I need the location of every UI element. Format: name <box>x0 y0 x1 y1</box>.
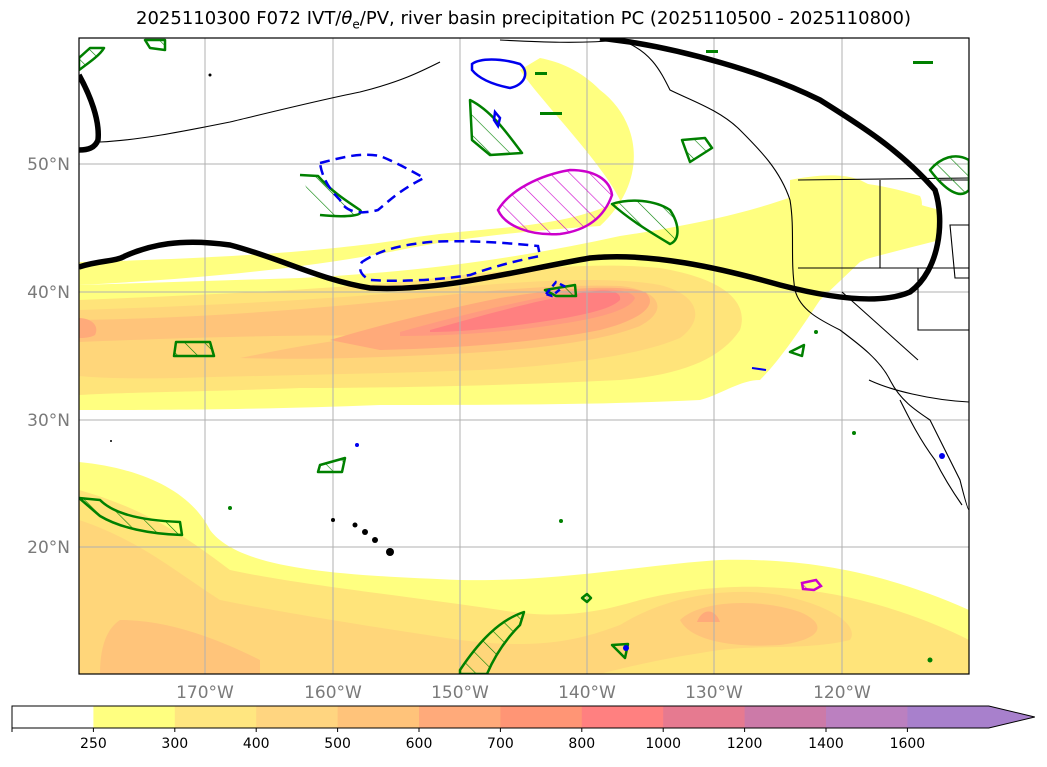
title-suffix: /PV, river basin precipitation PC (20251… <box>359 8 911 29</box>
colorbar-segment <box>93 706 176 728</box>
colorbar-segment <box>826 706 908 728</box>
ivt-250-ar <box>79 58 634 285</box>
colorbar-tick-label: 1400 <box>808 736 844 752</box>
colorbar-tick-label: 1200 <box>727 736 763 752</box>
ivt-500-south-b <box>100 620 260 674</box>
pv-contour <box>79 38 943 302</box>
colorbar-segment <box>663 706 746 728</box>
colorbar-segment <box>174 706 257 728</box>
lat-label-30n: 30°N <box>27 411 70 431</box>
blue-contours <box>318 58 767 371</box>
lon-label-160w: 160°W <box>304 683 362 703</box>
lat-labels: 50°N 40°N 30°N 20°N <box>27 155 70 558</box>
colorbar-segment <box>500 706 583 728</box>
lon-label-130w: 130°W <box>685 683 743 703</box>
colorbar-tick-label: 700 <box>487 736 514 752</box>
green-contours <box>79 38 969 674</box>
theta-symbol: θ <box>341 8 353 29</box>
colorbar-tick-label: 800 <box>568 736 595 752</box>
map-area <box>79 38 969 674</box>
graticule <box>79 38 969 674</box>
colorbar-segment <box>256 706 339 728</box>
ivt-250-coast <box>790 175 940 270</box>
colorbar-outline <box>11 705 1035 729</box>
map-frame <box>78 37 970 675</box>
colorbar-tick-label: 1600 <box>890 736 926 752</box>
colorbar-tick-label: 400 <box>243 736 270 752</box>
ivt-800-ar <box>430 290 621 332</box>
colorbar-segment <box>744 706 827 728</box>
colorbar-tick-label: 250 <box>80 736 107 752</box>
lat-label-50n: 50°N <box>27 155 70 175</box>
lon-label-170w: 170°W <box>176 683 234 703</box>
coastline <box>99 39 969 511</box>
lon-label-150w: 150°W <box>431 683 489 703</box>
title-prefix: 2025110300 F072 IVT/ <box>136 8 342 29</box>
blue-small-marks <box>355 443 945 651</box>
colorbar-tick-label: 1000 <box>645 736 681 752</box>
lon-labels: 170°W 160°W 150°W 140°W 130°W 120°W <box>176 683 871 703</box>
ivt-fill <box>79 58 969 674</box>
theta-subscript: e <box>352 17 360 32</box>
magenta-contours <box>496 168 823 592</box>
colorbar-tick-label: 600 <box>406 736 433 752</box>
ivt-left-blob <box>79 318 97 338</box>
lat-label-20n: 20°N <box>27 538 70 558</box>
colorbar-segment <box>337 706 420 728</box>
islands <box>110 73 394 556</box>
colorbar: 250 300 400 500 600 700 800 1000 1200 1400 1600 <box>11 705 1035 752</box>
colorbar-segment <box>12 706 94 728</box>
lon-label-120w: 120°W <box>813 683 871 703</box>
colorbar-tick-label: 300 <box>161 736 188 752</box>
green-small-marks <box>228 50 933 663</box>
colorbar-segment <box>907 706 1035 728</box>
colorbar-tick-label: 500 <box>324 736 351 752</box>
colorbar-segment <box>419 706 501 728</box>
colorbar-segment <box>581 706 664 728</box>
ivt-400-south <box>79 520 852 674</box>
map-title: 2025110300 F072 IVT/θe/PV, river basin p… <box>0 8 1047 32</box>
lon-label-140w: 140°W <box>558 683 616 703</box>
lat-label-40n: 40°N <box>27 283 70 303</box>
